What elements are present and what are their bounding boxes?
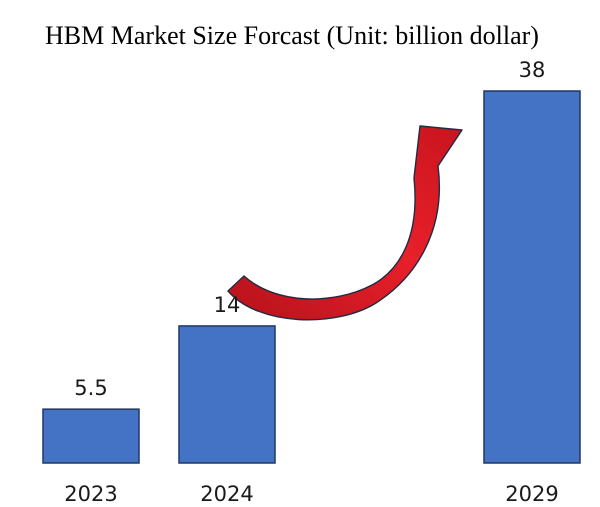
data-label-2024: 14 [214,293,241,317]
data-labels: 5.5 14 38 [74,58,545,400]
bar-2029 [483,90,581,464]
data-label-2023: 5.5 [74,376,107,400]
tick-label-2024: 2024 [200,482,253,506]
data-label-2029: 38 [519,58,546,82]
x-axis-ticks: 2023 2024 2029 [64,482,558,506]
tick-label-2029: 2029 [505,482,558,506]
bars [42,90,581,464]
bar-2023 [42,408,140,464]
bar-2024 [178,325,276,464]
chart-title: HBM Market Size Forcast (Unit: billion d… [45,21,539,50]
tick-label-2023: 2023 [64,482,117,506]
growth-arrow [227,125,463,321]
